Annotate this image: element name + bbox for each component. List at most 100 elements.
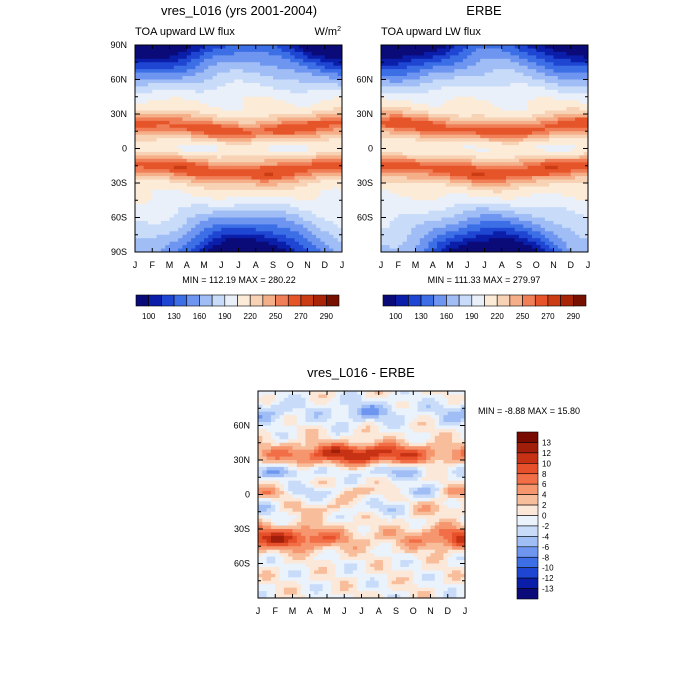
- field-cell: [294, 217, 300, 222]
- field-cell: [337, 169, 342, 174]
- field-cell: [208, 172, 214, 177]
- field-cell: [320, 138, 326, 142]
- field-cell: [333, 203, 339, 208]
- field-cell: [234, 82, 239, 87]
- field-cell: [303, 193, 308, 198]
- field-cell: [303, 141, 308, 146]
- field-cell: [566, 114, 572, 118]
- field-cell: [242, 141, 248, 146]
- field-cell: [575, 55, 580, 60]
- field-cell: [212, 214, 218, 218]
- field-cell: [411, 183, 416, 187]
- field-cell: [575, 155, 580, 160]
- field-cell: [475, 162, 481, 167]
- field-cell: [169, 231, 175, 236]
- field-cell: [139, 210, 145, 215]
- field-cell: [402, 65, 408, 70]
- field-cell: [247, 131, 252, 136]
- field-cell: [544, 148, 550, 153]
- field-cell: [497, 179, 503, 184]
- field-cell: [329, 162, 334, 167]
- field-cell: [562, 183, 567, 187]
- field-cell: [333, 158, 339, 163]
- field-cell: [156, 96, 162, 101]
- field-cell: [178, 165, 183, 170]
- field-cell: [251, 176, 257, 180]
- field-cell: [268, 165, 274, 170]
- field-cell: [488, 131, 494, 136]
- field-cell: [247, 65, 252, 70]
- field-cell: [247, 189, 252, 194]
- field-cell: [147, 55, 153, 60]
- field-cell: [221, 203, 226, 208]
- field-cell: [398, 141, 403, 146]
- field-cell: [506, 169, 511, 174]
- field-cell: [493, 183, 498, 187]
- field-cell: [570, 145, 576, 149]
- field-cell: [307, 48, 313, 53]
- field-cell: [156, 141, 162, 146]
- field-cell: [143, 93, 149, 98]
- field-cell: [260, 217, 265, 222]
- field-cell: [570, 86, 576, 91]
- field-cell: [480, 89, 485, 94]
- field-cell: [277, 155, 283, 160]
- field-cell: [329, 55, 334, 60]
- field-cell: [255, 227, 261, 232]
- field-cell: [471, 86, 477, 91]
- field-cell: [229, 248, 235, 252]
- field-cell: [536, 120, 541, 125]
- field-cell: [139, 220, 145, 225]
- field-cell: [147, 103, 153, 108]
- field-cell: [514, 134, 520, 139]
- field-cell: [510, 62, 516, 67]
- field-cell: [402, 117, 408, 122]
- field-cell: [285, 82, 291, 87]
- field-cell: [316, 169, 321, 174]
- field-cell: [337, 76, 342, 80]
- field-cell: [488, 179, 494, 184]
- field-cell: [337, 158, 342, 163]
- field-cell: [475, 169, 481, 174]
- field-cell: [531, 158, 537, 163]
- field-cell: [393, 69, 399, 73]
- field-cell: [549, 51, 554, 56]
- field-cell: [311, 165, 317, 170]
- field-cell: [135, 120, 140, 125]
- field-cell: [285, 203, 291, 208]
- field-cell: [467, 107, 472, 111]
- field-cell: [424, 172, 429, 177]
- field-cell: [462, 86, 468, 91]
- field-cell: [147, 62, 153, 67]
- field-cell: [566, 158, 572, 163]
- field-cell: [147, 107, 153, 111]
- field-cell: [285, 162, 291, 167]
- field-cell: [268, 220, 274, 225]
- field-cell: [527, 55, 533, 60]
- field-cell: [216, 55, 222, 60]
- field-cell: [544, 55, 550, 60]
- field-cell: [242, 227, 248, 232]
- field-cell: [182, 89, 188, 94]
- field-cell: [156, 162, 162, 167]
- field-cell: [173, 203, 179, 208]
- field-cell: [497, 155, 503, 160]
- field-cell: [389, 93, 395, 98]
- field-cell: [199, 48, 205, 53]
- field-cell: [191, 203, 196, 208]
- field-cell: [212, 127, 218, 132]
- field-cell: [450, 55, 455, 60]
- field-cell: [506, 120, 511, 125]
- field-cell: [165, 151, 170, 156]
- field-cell: [432, 48, 438, 53]
- field-cell: [510, 114, 516, 118]
- field-cell: [333, 189, 339, 194]
- field-cell: [320, 82, 326, 87]
- field-cell: [173, 217, 179, 222]
- field-cell: [540, 151, 546, 156]
- field-cell: [467, 165, 472, 170]
- field-cell: [333, 162, 339, 167]
- field-cell: [147, 148, 153, 153]
- field-cell: [221, 162, 226, 167]
- field-cell: [480, 65, 485, 70]
